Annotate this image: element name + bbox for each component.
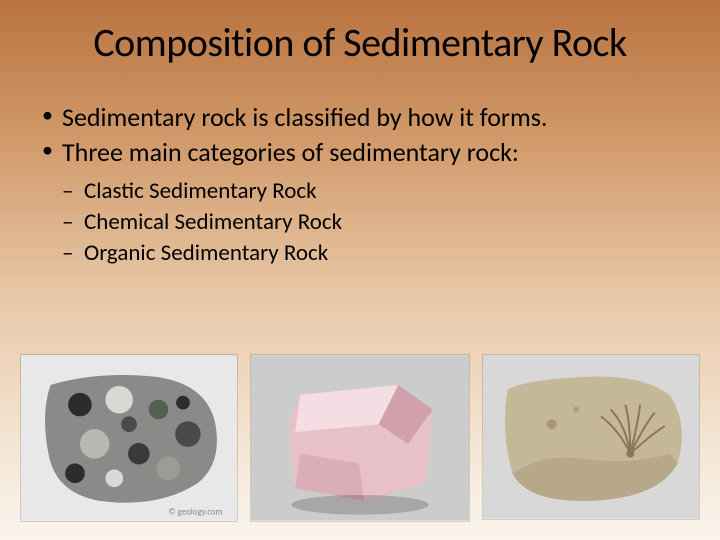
chemical-rock-image bbox=[250, 354, 470, 522]
slide: Composition of Sedimentary Rock Sediment… bbox=[0, 0, 720, 540]
rock-icon bbox=[483, 354, 699, 520]
slide-title: Composition of Sedimentary Rock bbox=[40, 18, 680, 67]
sub-bullet-item: Chemical Sedimentary Rock bbox=[40, 207, 680, 238]
sub-bullet-item: Clastic Sedimentary Rock bbox=[40, 176, 680, 207]
sub-bullet-item: Organic Sedimentary Rock bbox=[40, 238, 680, 269]
clastic-rock-image: © geology.com bbox=[20, 354, 238, 522]
sub-bullet-list: Clastic Sedimentary Rock Chemical Sedime… bbox=[40, 176, 680, 269]
svg-text:© geology.com: © geology.com bbox=[168, 508, 222, 518]
rock-icon bbox=[251, 354, 469, 522]
rock-icon: © geology.com bbox=[21, 354, 237, 522]
bullet-item: Three main categories of sedimentary roc… bbox=[40, 136, 680, 169]
organic-rock-image bbox=[482, 354, 700, 520]
main-bullet-list: Sedimentary rock is classified by how it… bbox=[40, 101, 680, 170]
bullet-item: Sedimentary rock is classified by how it… bbox=[40, 101, 680, 134]
image-row: © geology.com bbox=[20, 354, 700, 522]
